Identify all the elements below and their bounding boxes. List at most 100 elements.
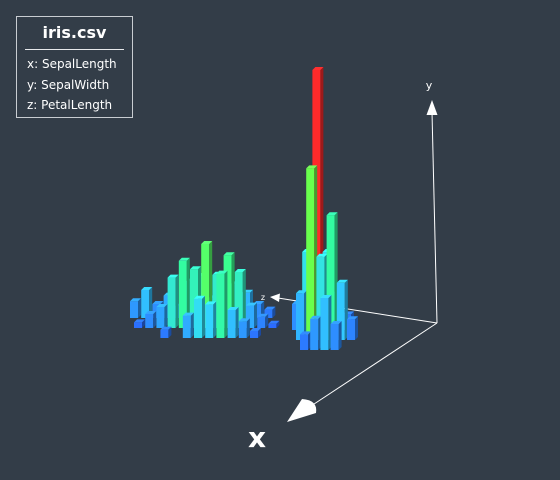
bar-top-face [145,311,157,314]
bar-front-face [268,323,277,328]
bar3d-g0-b23 [246,302,257,328]
bar-top-face [300,331,311,335]
bar3d-g1-b14 [320,295,332,350]
bar-front-face [320,298,329,350]
bar-top-face [234,269,246,272]
bar-top-face [336,279,348,283]
bar-front-face [347,319,355,340]
bar-front-face [242,292,250,318]
bar-top-face [250,328,261,331]
bar-front-face [234,272,243,328]
bar-top-face [216,270,228,274]
bar3d-g0-b1 [141,287,153,318]
bar-side-face [261,301,265,318]
bar-top-face [330,321,342,324]
bar-top-face [205,301,217,305]
bar-top-face [130,298,141,302]
legend-x-mapping: x: SepalLength [27,57,117,71]
bar-side-face [258,328,261,338]
bar-front-face [330,324,339,350]
bar3d-g1-b12 [300,331,311,350]
bar-top-face [141,287,153,290]
bar-front-face [326,215,335,340]
bar3d-g0-b27 [182,312,194,338]
bar3d-g0-b22 [234,269,246,328]
bar-front-face [130,301,138,318]
bar-front-face [246,305,254,328]
bar-side-face [242,269,246,328]
bar-front-face [238,321,247,338]
bar-front-face [182,315,191,338]
bar-top-face [178,257,190,261]
bar-top-face [182,312,194,316]
bar-front-face [336,282,345,340]
bar-front-face [296,293,304,340]
bar3d-g0-b16 [167,274,179,328]
bar3d-g0-b31 [227,307,239,338]
bar-front-face [306,168,315,340]
bar3d-g0-b13 [134,319,145,328]
bar-top-face [296,290,307,294]
bar-front-face [264,309,273,318]
y-axis-arrowhead [426,100,438,115]
bar-top-face [246,302,257,306]
bar3d-g0-b30 [216,270,228,338]
legend-z-mapping: z: PetalLength [27,98,113,112]
bar-top-face [268,320,280,324]
bar3d-g0-b32 [238,318,250,338]
bar3d-g0-b12 [264,306,276,318]
bar3d-g1-b15 [330,321,342,350]
bar-side-face [186,257,190,328]
bar3d-g1-b7 [306,165,318,340]
x-axis-arrowhead [287,399,317,422]
bar-top-face [167,274,179,278]
bar-top-face [264,306,276,310]
bar-top-face [257,313,269,317]
bar-front-face [201,244,210,328]
bar-front-face [310,318,319,350]
bar3d-g0-b29 [205,301,217,338]
bar3d-g0-b15 [156,304,168,328]
bar-front-face [227,310,236,338]
bar-side-face [142,319,145,328]
bar-top-face [160,326,172,330]
y-axis-label: y [426,79,433,92]
bar-side-face [153,311,157,328]
bar-front-face [190,269,198,328]
bar-top-face [312,67,324,70]
bar-top-face [134,319,145,323]
bar-side-face [254,302,257,328]
bar-top-face [152,301,164,304]
x-axis-label: x [248,421,266,454]
bar-side-face [202,295,205,338]
bar-top-face [306,165,318,169]
legend-divider [25,49,124,50]
bar-top-face [316,253,328,257]
bar-top-face [156,304,168,307]
bar-side-face [138,298,141,318]
bar-front-face [160,329,169,338]
bar-front-face [216,273,225,338]
bar-side-face [265,313,269,328]
bar-side-face [168,326,172,338]
bar-side-face [276,320,280,328]
z-axis-arrowhead [270,293,280,302]
bar-front-face [205,304,214,338]
bar-side-face [355,316,358,340]
bar-front-face [167,277,176,328]
bar-front-face [253,304,262,318]
bar-top-face [326,212,338,216]
bar-front-face [145,314,154,328]
bar3d-g0-b14 [145,311,157,328]
legend-y-mapping: y: SepalWidth [27,78,110,92]
bar3d-g0-b0 [130,298,141,318]
bar-top-face [227,307,239,310]
bars-layer [130,67,358,350]
bar-front-face [250,331,258,338]
bar-top-face [201,241,213,244]
bar-front-face [194,298,202,338]
bar-top-face [223,252,235,256]
bar-side-face [338,321,342,350]
